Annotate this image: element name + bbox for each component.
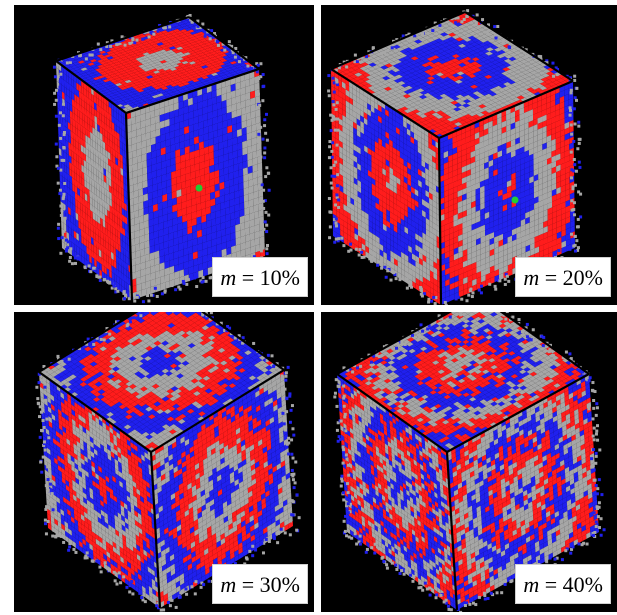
label-variable: m [220,572,237,597]
label-m-20: m = 20% [515,257,611,297]
label-value: = 40% [539,572,603,597]
label-value: = 10% [236,265,300,290]
panel-m-40: m = 40% [321,312,617,612]
label-variable: m [523,265,540,290]
panel-m-10: m = 10% [14,5,314,305]
cube-render-m-10 [52,13,271,304]
label-value: = 20% [539,265,603,290]
label-variable: m [220,265,237,290]
label-variable: m [523,572,540,597]
cube-render-m-20 [327,9,583,305]
panel-m-20: m = 20% [321,5,617,305]
panel-m-30: m = 30% [14,312,314,612]
label-value: = 30% [236,572,300,597]
label-m-30: m = 30% [212,564,308,604]
label-m-10: m = 10% [212,257,308,297]
cube-render-m-40 [333,312,606,612]
label-m-40: m = 40% [515,564,611,604]
